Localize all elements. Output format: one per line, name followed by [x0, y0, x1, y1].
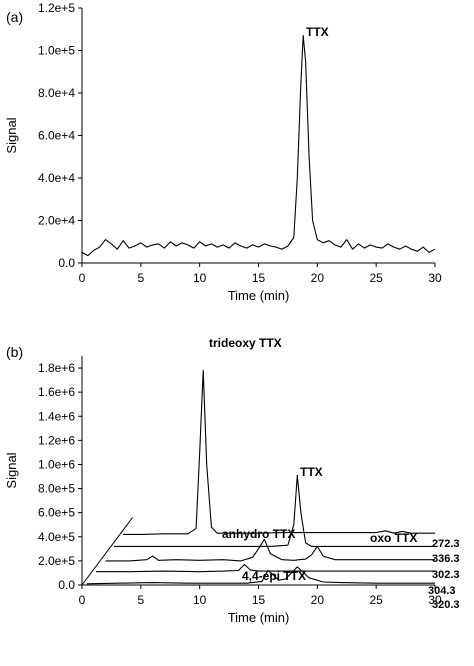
series-label: 272.3	[432, 538, 460, 550]
y-tick-label: 6.0e+4	[38, 129, 75, 143]
x-tick-label: 20	[311, 593, 325, 607]
y-tick-label: 4.0e+5	[38, 530, 75, 544]
y-tick-label: 1.4e+6	[38, 409, 75, 423]
panel-a: 0.0 2.0e+4 4.0e+4 6.0e+4 8.0e+4 1.0e+5 1.2e+5 0…	[4, 1, 442, 303]
x-tick-label: 15	[252, 593, 266, 607]
x-tick-label: 20	[311, 271, 325, 285]
depth-axis-line	[81, 517, 133, 586]
y-tick-label: 4.0e+4	[38, 171, 75, 185]
x-tick-label: 0	[79, 593, 86, 607]
x-axis-title: Time (min)	[228, 610, 290, 625]
peak-annotation: 4,4-epi TTX	[242, 569, 306, 583]
x-tick-label: 25	[369, 593, 383, 607]
y-tick-label: 8.0e+5	[38, 482, 75, 496]
y-tick-label: 1.6e+6	[38, 385, 75, 399]
y-tick-label: 8.0e+4	[38, 86, 75, 100]
y-axis-title: Signal	[4, 117, 19, 153]
series-label: 304.3	[428, 585, 456, 597]
peak-annotation: trideoxy TTX	[209, 336, 282, 350]
series-line	[96, 563, 435, 573]
x-tick-label: 5	[137, 593, 144, 607]
x-tick-label: 15	[252, 271, 266, 285]
series-line	[81, 35, 436, 257]
panel-label: (b)	[6, 344, 23, 360]
peak-annotation: anhydro TTX	[222, 527, 295, 541]
y-axis-title: Signal	[4, 452, 19, 488]
x-tick-label: 30	[428, 271, 442, 285]
y-tick-label: 2.0e+4	[38, 214, 75, 228]
series-label: 302.3	[432, 569, 460, 581]
y-tick-label: 1.2e+5	[38, 1, 75, 15]
panel-b: 0.0 2.0e+5 4.0e+5 6.0e+5 8.0e+5 1.0e+6 1.2e+6 1…	[4, 336, 460, 625]
y-tick-label: 0.0	[58, 256, 75, 270]
y-tick-label: 0.0	[58, 578, 75, 592]
series-line	[123, 369, 435, 535]
panel-label: (a)	[6, 9, 23, 25]
y-tick-label: 1.0e+5	[38, 44, 75, 58]
peak-annotation: TTX	[300, 465, 323, 479]
x-tick-label: 5	[137, 271, 144, 285]
peak-annotation: oxo TTX	[370, 531, 417, 545]
x-axis-title: Time (min)	[228, 288, 290, 303]
series-line	[105, 538, 435, 562]
x-tick-label: 30	[428, 593, 442, 607]
series-line	[86, 566, 435, 585]
series-line	[113, 474, 435, 547]
y-tick-label: 1.2e+6	[38, 433, 75, 447]
y-tick-label: 2.0e+5	[38, 554, 75, 568]
series-label: 320.3	[432, 599, 460, 611]
x-tick-label: 10	[193, 593, 207, 607]
y-tick-label: 1.8e+6	[38, 361, 75, 375]
x-tick-label: 10	[193, 271, 207, 285]
peak-annotation: TTX	[306, 25, 329, 39]
y-tick-label: 6.0e+5	[38, 506, 75, 520]
x-tick-label: 0	[79, 271, 86, 285]
y-tick-label: 1.0e+6	[38, 457, 75, 471]
x-tick-label: 25	[369, 271, 383, 285]
series-label: 336.3	[432, 553, 460, 565]
